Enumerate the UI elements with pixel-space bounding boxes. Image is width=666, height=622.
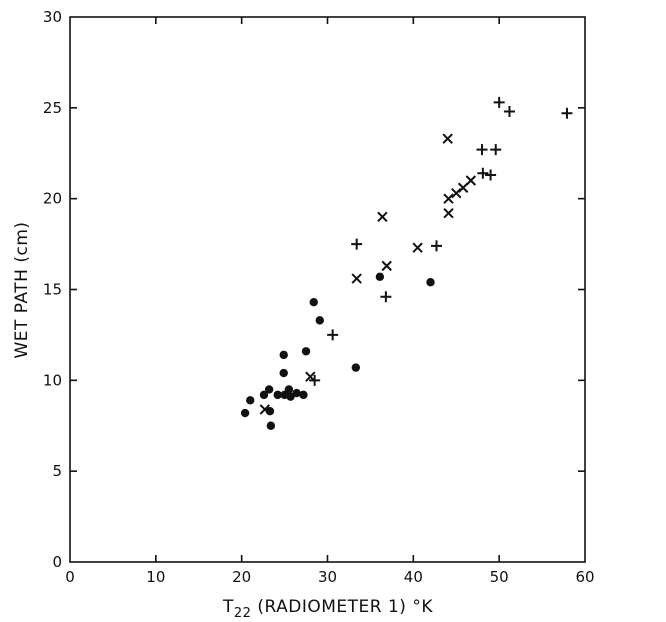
point-plus <box>490 144 502 156</box>
y-tick-labels: 0 5 10 15 20 25 30 <box>43 8 62 571</box>
y-tick-label: 5 <box>52 462 62 480</box>
point-dot <box>315 316 324 325</box>
y-tick-label: 0 <box>52 553 62 571</box>
y-tick-label: 25 <box>43 99 62 117</box>
x-tick-label: 10 <box>146 568 165 586</box>
point-x <box>259 404 271 415</box>
point-dot <box>279 368 288 378</box>
point-plus <box>431 240 443 252</box>
point-dot <box>351 363 361 372</box>
point-plus <box>485 169 497 181</box>
point-plus <box>503 105 515 117</box>
point-dot <box>284 385 294 394</box>
x-tick-label: 30 <box>318 568 337 586</box>
point-dot <box>292 388 301 398</box>
x-axis-title: T22 (RADIOMETER 1) °K <box>222 597 433 621</box>
y-tick-label: 20 <box>43 190 62 208</box>
y-tick-label: 10 <box>43 371 62 389</box>
y-axis-title: WET PATH (cm) <box>12 221 32 358</box>
point-plus <box>561 107 573 119</box>
x-tick-label: 40 <box>404 568 423 586</box>
point-x <box>451 188 462 199</box>
y-tick-label: 30 <box>43 8 62 26</box>
point-dot <box>264 385 274 394</box>
point-dot <box>426 278 435 287</box>
x-tick-label: 0 <box>65 568 75 586</box>
point-plus <box>351 238 363 250</box>
x-axis-title-subscript: 22 <box>234 606 252 621</box>
x-tick-label: 60 <box>575 568 594 586</box>
point-plus <box>380 291 392 303</box>
y-tick-label: 15 <box>43 281 62 299</box>
point-x <box>351 273 362 284</box>
x-tick-label: 20 <box>232 568 251 586</box>
point-x <box>381 260 392 272</box>
point-x <box>443 193 454 204</box>
point-x <box>443 207 454 219</box>
point-dot <box>279 350 288 360</box>
x-axis-title-prefix: T <box>222 597 234 617</box>
x-tick-label: 50 <box>490 568 509 586</box>
point-dot <box>240 408 250 418</box>
point-plus <box>476 144 488 156</box>
data-markers <box>240 96 573 430</box>
point-plus <box>477 167 489 179</box>
point-dot <box>246 396 255 405</box>
point-x <box>377 211 388 223</box>
point-x <box>465 175 477 186</box>
point-plus <box>327 329 339 341</box>
point-x <box>442 133 453 144</box>
axis-ticks <box>70 17 585 562</box>
x-tick-labels: 0 10 20 30 40 50 60 <box>65 568 594 586</box>
point-dot <box>299 390 308 400</box>
point-dot <box>259 390 269 400</box>
plot-frame <box>69 16 586 563</box>
point-plus <box>309 374 321 386</box>
x-axis-title-suffix: (RADIOMETER 1) °K <box>251 597 433 617</box>
point-plus <box>493 96 505 108</box>
point-dot <box>301 347 311 356</box>
point-dot <box>309 298 318 307</box>
point-dot <box>266 421 276 430</box>
point-dot <box>273 390 282 400</box>
point-dot <box>375 272 385 281</box>
point-x <box>412 242 423 253</box>
